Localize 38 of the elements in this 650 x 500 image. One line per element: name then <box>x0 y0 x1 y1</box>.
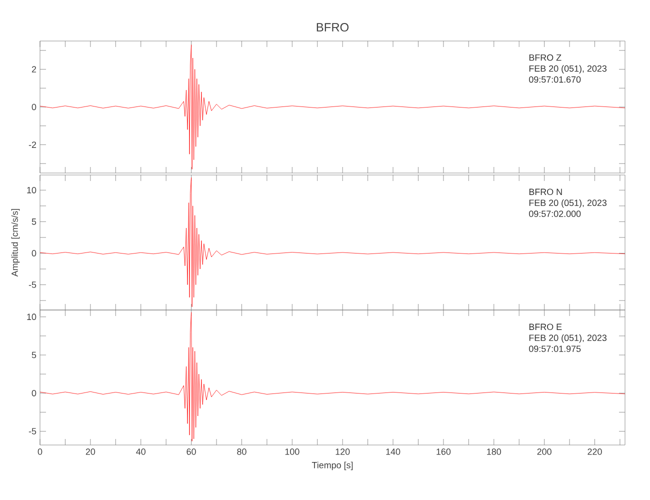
y-tick-label: 0 <box>32 390 36 396</box>
x-tick-label: 120 <box>336 448 350 455</box>
x-tick-label: 20 <box>86 448 96 455</box>
annotation: 09:57:02.000 <box>529 210 581 217</box>
annotation: BFRO Z <box>529 54 562 61</box>
annotation: 09:57:01.670 <box>529 76 581 83</box>
x-tick-label: 40 <box>136 448 146 455</box>
y-tick-label: 2 <box>32 66 36 72</box>
x-tick-label: 220 <box>588 448 602 455</box>
y-axis-title: Amplitud [cm/s/s] <box>11 209 20 277</box>
y-tick-label: -5 <box>28 428 36 434</box>
x-tick-label: 200 <box>537 448 552 455</box>
x-tick-label: 0 <box>38 448 42 455</box>
x-tick-label: 180 <box>487 448 502 455</box>
x-tick-label: 140 <box>386 448 400 455</box>
annotation: BFRO E <box>529 324 562 330</box>
x-tick-label: 60 <box>186 448 196 455</box>
y-tick-label: -2 <box>28 142 36 148</box>
x-tick-label: 80 <box>237 448 246 455</box>
annotation: 09:57:01.975 <box>529 346 581 352</box>
line-series <box>40 312 626 442</box>
y-tick-label: 0 <box>32 250 36 256</box>
annotation: FEB 20 (051), 2023 <box>529 334 607 343</box>
line-series <box>40 44 626 170</box>
y-tick-label: 5 <box>32 352 36 358</box>
annotation: FEB 20 (051), 2023 <box>529 199 607 208</box>
x-axis-title: Tiempo [s] <box>312 462 353 470</box>
annotation: FEB 20 (051), 2023 <box>529 65 607 74</box>
annotation: BFRO N <box>529 188 562 196</box>
y-tick-label: -5 <box>28 282 36 288</box>
x-tick-label: 160 <box>436 448 451 455</box>
chart-title: BFRO <box>316 23 349 32</box>
x-tick-label: 100 <box>285 448 300 455</box>
y-tick-label: 5 <box>32 218 36 225</box>
y-tick-label: 10 <box>27 314 36 320</box>
line-series <box>40 177 626 308</box>
y-tick-label: 10 <box>27 186 36 194</box>
y-tick-label: 0 <box>32 104 36 110</box>
